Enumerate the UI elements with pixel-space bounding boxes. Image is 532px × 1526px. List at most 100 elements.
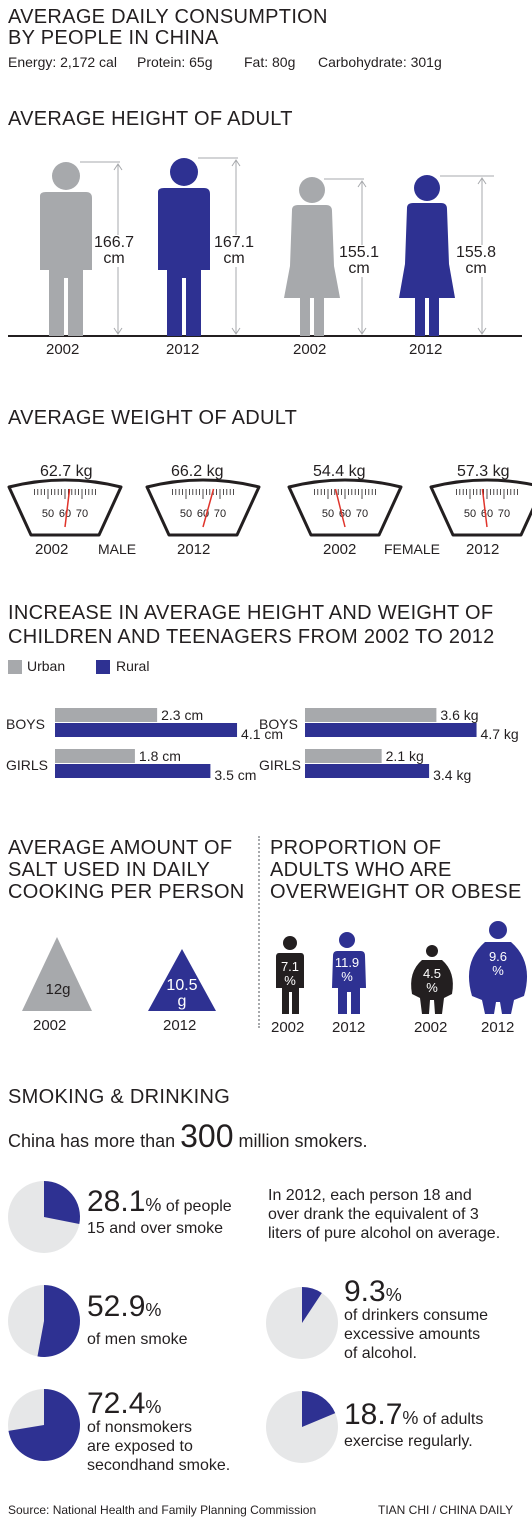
smokers-number: 300 [180, 1118, 234, 1154]
kids-bar-urban [305, 708, 437, 722]
salt-2002-value: 12g [45, 981, 71, 998]
salt-title-line3: COOKING PER PERSON [8, 881, 245, 903]
obese-2012-year: 2012 [481, 1019, 515, 1036]
stat-excessive-drinkers-text3: of alcohol. [344, 1345, 417, 1362]
male-2012-height-unit: cm [223, 250, 245, 267]
alcohol-line2: over drank the equivalent of 3 [268, 1206, 479, 1223]
scale-tick-label: 50 [322, 508, 334, 520]
scale-tick-label: 70 [356, 508, 368, 520]
scale-tick-label: 60 [481, 508, 493, 520]
stat-excessive-drinkers-number: 9.3 [344, 1275, 386, 1308]
fat-label: Fat: 80g [244, 54, 296, 70]
smokers-pre: China has more than [8, 1131, 176, 1151]
weight-2002-male-year: 2002 [35, 541, 69, 558]
female-2012-height-unit: cm [465, 260, 487, 277]
pie-slice [302, 1287, 322, 1323]
scale-needle [202, 488, 215, 528]
overweight-2012-label: 11.9 % [332, 956, 362, 984]
weight-2002-female-value: 54.4 kg [313, 463, 366, 480]
kids-bar-label: 2.1 kg [386, 748, 424, 764]
stat-smokers-15-number: 28.1 [87, 1185, 146, 1218]
children-title-line2: CHILDREN AND TEENAGERS FROM 2002 TO 2012 [8, 626, 495, 648]
overweight-2002-label: 7.1 % [277, 960, 303, 988]
smokers-line: China has more than 300 million smokers. [8, 1118, 368, 1155]
pie-0 [8, 1181, 80, 1253]
pie-3 [266, 1287, 338, 1359]
stat-smokers-15-text1: of people [165, 1198, 232, 1215]
weight-scale-0: 50 60 70 [7, 478, 123, 537]
scale-tick-label: 50 [180, 508, 192, 520]
overweight-2002-unit: % [284, 973, 296, 988]
obese-2012-figure [468, 921, 528, 1014]
scale-tick-label: 50 [42, 508, 54, 520]
smokers-post: million smokers. [238, 1131, 368, 1151]
kids-category-label: GIRLS [6, 757, 48, 773]
salt-2012-year: 2012 [163, 1017, 197, 1034]
female-label: FEMALE [384, 541, 441, 557]
overweight-2002-value: 7.1 [280, 959, 300, 974]
pie-slice [37, 1285, 81, 1357]
pie-slice [8, 1389, 80, 1461]
stat-excessive-drinkers-text1: of drinkers consume [344, 1307, 489, 1324]
female-2012-figure [399, 175, 455, 336]
weight-scale-3: 50 60 70 [429, 478, 532, 537]
obese-2012-label: 9.6 % [482, 950, 514, 978]
male-label: MALE [98, 541, 137, 557]
stat-smokers-15-pct: % [145, 1195, 162, 1215]
stat-exercise-text2: exercise regularly. [344, 1433, 473, 1450]
male-2012-figure [158, 158, 210, 336]
kids-bar-rural [55, 723, 238, 737]
pie-slice [302, 1391, 336, 1427]
kids-bar-label: 3.4 kg [433, 767, 471, 783]
kids-bar-label: 1.8 cm [139, 748, 181, 764]
overweight-title-line1: PROPORTION OF [270, 837, 442, 859]
stat-secondhand-text3: secondhand smoke. [87, 1457, 231, 1474]
female-2012-height-value: 155.8 [455, 244, 497, 261]
energy-label: Energy: 2,172 cal [8, 54, 117, 70]
stat-secondhand-text1: of nonsmokers [87, 1419, 192, 1436]
weight-2012-male-value: 66.2 kg [171, 463, 224, 480]
obese-2012-unit: % [492, 963, 504, 978]
smoking-title: SMOKING & DRINKING [8, 1086, 231, 1108]
obese-2002-year: 2002 [414, 1019, 448, 1036]
scale-needle [64, 488, 71, 528]
legend-urban-label: Urban [27, 658, 66, 674]
scale-tick-label: 70 [214, 508, 226, 520]
stat-exercise-text1: of adults [422, 1411, 484, 1428]
salt-2002-year: 2002 [33, 1017, 67, 1034]
stat-men-smoke: 52.9% of men smoke [87, 1292, 187, 1351]
obese-2002-label: 4.5 % [419, 967, 445, 995]
stat-secondhand: 72.4% of nonsmokers are exposed to secon… [87, 1389, 231, 1475]
weight-title: AVERAGE WEIGHT OF ADULT [8, 407, 298, 429]
male-2002-figure [40, 162, 92, 336]
legend-rural-swatch [96, 660, 110, 674]
stat-exercise-pct: % [402, 1408, 419, 1428]
kids-category-label: BOYS [259, 716, 298, 732]
salt-2012-triangle [148, 949, 216, 1011]
overweight-2012-year: 2012 [332, 1019, 366, 1036]
overweight-2012-figure [332, 932, 366, 1014]
kids-bar-label: 4.1 cm [241, 726, 283, 742]
kids-bar-label: 3.6 kg [440, 707, 478, 723]
scale-tick-label: 50 [464, 508, 476, 520]
overweight-2012-unit: % [341, 969, 353, 984]
salt-title-line2: SALT USED IN DAILY [8, 859, 211, 881]
footer-credit: TIAN CHI / CHINA DAILY [378, 1503, 514, 1517]
weight-scales: 50 60 70 50 60 70 50 60 70 50 60 70 [7, 478, 532, 537]
overweight-title-line2: ADULTS WHO ARE [270, 859, 452, 881]
alcohol-line3: liters of pure alcohol on average. [268, 1225, 501, 1242]
pie-2 [8, 1389, 80, 1461]
stat-exercise-number: 18.7 [344, 1398, 403, 1431]
alcohol-text: In 2012, each person 18 and over drank t… [268, 1186, 500, 1243]
stat-secondhand-text2: are exposed to [87, 1438, 193, 1455]
kids-bar-rural [305, 764, 430, 778]
height-title: AVERAGE HEIGHT OF ADULT [8, 108, 293, 130]
female-2002-height-unit: cm [348, 260, 370, 277]
female-2012-year: 2012 [409, 341, 443, 358]
male-2012-year: 2012 [166, 341, 200, 358]
obese-2002-value: 4.5 [422, 966, 442, 981]
kids-bar-rural [55, 764, 211, 778]
male-2002-height-value: 166.7 [93, 234, 135, 251]
female-2002-height-value: 155.1 [338, 244, 380, 261]
stat-secondhand-pct: % [145, 1397, 162, 1417]
